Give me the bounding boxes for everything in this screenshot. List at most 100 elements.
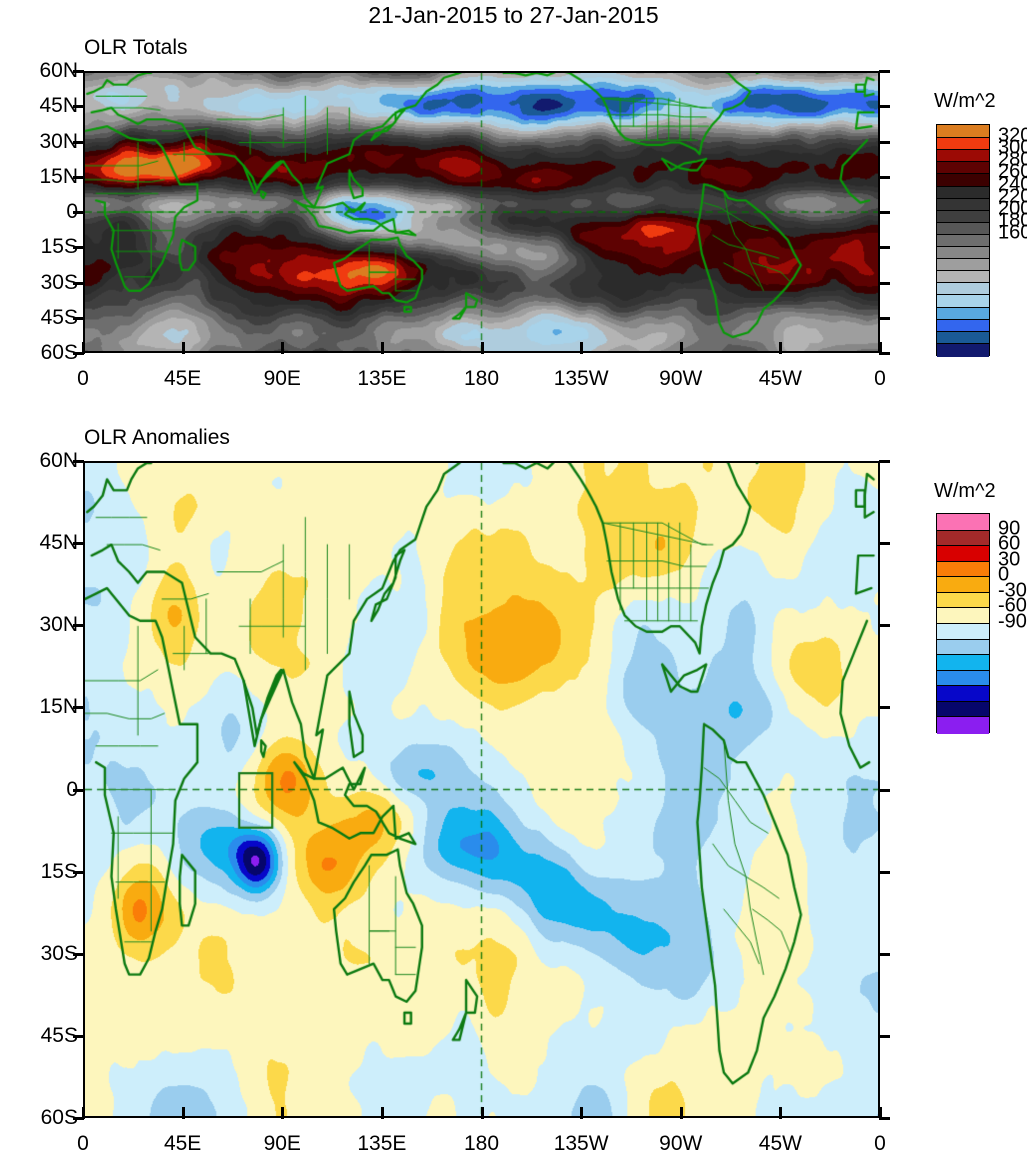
- y-tick: [73, 952, 84, 956]
- colorbar-band: [937, 197, 989, 212]
- y-tick: [73, 870, 84, 874]
- colorbar-band: [937, 638, 989, 656]
- colorbar-tick-label-280: 280: [998, 148, 1027, 171]
- y-tick: [73, 1034, 84, 1038]
- y-tick: [73, 1117, 84, 1120]
- x-tick: [480, 1107, 484, 1119]
- colorbar-unit-anomalies: W/m^2: [934, 480, 996, 502]
- colorbar-tick-label-30: 30: [998, 548, 1021, 571]
- colorbar-tick-label-220: 220: [998, 185, 1027, 208]
- x-tick: [380, 1107, 384, 1119]
- map-anomalies: [83, 461, 880, 1118]
- y-tick-label-60N: 60N: [39, 59, 78, 82]
- y-axis-totals: 60N 45N 30N 15N 0 15S 30S 45S 60S: [0, 59, 78, 364]
- y-tick: [879, 706, 890, 710]
- colorbar-band: [937, 318, 989, 333]
- x-tick-label-135E: 135E: [357, 1132, 407, 1155]
- y-tick-label-30N: 30N: [39, 129, 78, 153]
- colorbar-tick-label-180: 180: [998, 209, 1027, 232]
- y-tick: [73, 460, 84, 463]
- x-tick: [779, 1107, 783, 1119]
- y-tick: [73, 706, 84, 710]
- colorbar-band: [937, 258, 989, 272]
- x-tick-label-90W: 90W: [659, 367, 703, 390]
- y-tick: [879, 788, 890, 792]
- x-tick: [281, 342, 285, 354]
- colorbar-band: [937, 607, 989, 625]
- colorbar-totals: [936, 124, 990, 357]
- x-tick: [679, 342, 683, 354]
- x-tick-label-45E: 45E: [163, 367, 202, 390]
- panel-olr-anomalies: OLR Anomalies 60N45N30N15N015S30S45S60S …: [0, 400, 1027, 1155]
- y-tick: [73, 105, 84, 109]
- y-tick-label-45N: 45N: [39, 531, 78, 555]
- x-tick: [480, 342, 484, 354]
- x-tick: [181, 342, 185, 354]
- colorbar-band: [937, 560, 989, 578]
- y-tick: [73, 624, 84, 628]
- x-tick-label-135W: 135W: [553, 367, 609, 390]
- colorbar-tick-label-260: 260: [998, 160, 1027, 183]
- colorbar-band: [937, 233, 989, 248]
- y-tick: [879, 316, 890, 320]
- y-tick-label-0: 0: [66, 200, 78, 224]
- colorbar-band: [937, 623, 989, 641]
- y-tick: [879, 1117, 890, 1120]
- colorbar-tick-label-60: 60: [998, 532, 1021, 555]
- x-tick-label-0: 0: [77, 367, 89, 390]
- colorbar-band: [937, 685, 989, 703]
- y-tick: [73, 316, 84, 320]
- y-tick: [879, 175, 890, 179]
- x-tick: [580, 1107, 584, 1119]
- x-tick: [82, 342, 85, 354]
- y-tick-label-45S: 45S: [40, 305, 78, 329]
- y-tick: [73, 246, 84, 250]
- x-tick: [779, 342, 783, 354]
- colorbar-band: [937, 514, 989, 531]
- map-canvas-anomalies: [85, 463, 878, 1116]
- y-tick: [879, 105, 890, 109]
- y-tick: [73, 211, 84, 214]
- x-tick-label-90E: 90E: [263, 1132, 301, 1155]
- colorbar-tick-label-300: 300: [998, 136, 1027, 159]
- y-tick-label-60S: 60S: [40, 341, 78, 364]
- x-tick: [281, 1107, 285, 1119]
- y-tick: [73, 352, 84, 355]
- colorbar-band: [937, 342, 989, 357]
- panel-title-totals: OLR Totals: [84, 36, 188, 59]
- colorbar-band: [937, 125, 989, 138]
- colorbar-tick-label-240: 240: [998, 173, 1027, 196]
- x-tick-label-45E: 45E: [163, 1132, 202, 1155]
- colorbar-band: [937, 149, 989, 163]
- x-tick-label-135W: 135W: [553, 1132, 609, 1155]
- figure-title: 21-Jan-2015 to 27-Jan-2015: [368, 2, 659, 28]
- x-tick-label-0: 0: [874, 1132, 886, 1155]
- y-tick-label-15S: 15S: [40, 235, 78, 259]
- x-tick-label-0: 0: [77, 1132, 89, 1155]
- y-tick: [879, 1034, 890, 1038]
- colorbar-tick-label-0: 0: [998, 563, 1010, 586]
- y-tick: [73, 281, 84, 285]
- x-tick-label-45W: 45W: [758, 1132, 802, 1155]
- x-tick: [380, 342, 384, 354]
- colorbar-band: [937, 306, 989, 321]
- x-tick-label-90W: 90W: [659, 1132, 703, 1155]
- colorbar-band: [937, 161, 989, 176]
- map-canvas-totals: [85, 73, 878, 351]
- colorbar-band: [937, 529, 989, 547]
- x-tick: [679, 1107, 683, 1119]
- y-tick: [879, 70, 890, 73]
- colorbar-band: [937, 716, 989, 734]
- y-tick: [879, 870, 890, 874]
- colorbar-band: [937, 173, 989, 188]
- x-tick-label-0: 0: [874, 367, 886, 390]
- y-tick-label-15N: 15N: [39, 695, 78, 719]
- y-tick: [879, 281, 890, 285]
- y-tick: [879, 460, 890, 463]
- y-tick: [73, 542, 84, 546]
- y-tick: [879, 952, 890, 956]
- panel-olr-totals: OLR Totals 60N 45N 30N 15N 0 15S 30S 45S 60S 0 45…: [0, 0, 1027, 400]
- y-tick: [879, 211, 890, 214]
- colorbar-tick-label-160: 160: [998, 221, 1027, 244]
- colorbar-band: [937, 330, 989, 345]
